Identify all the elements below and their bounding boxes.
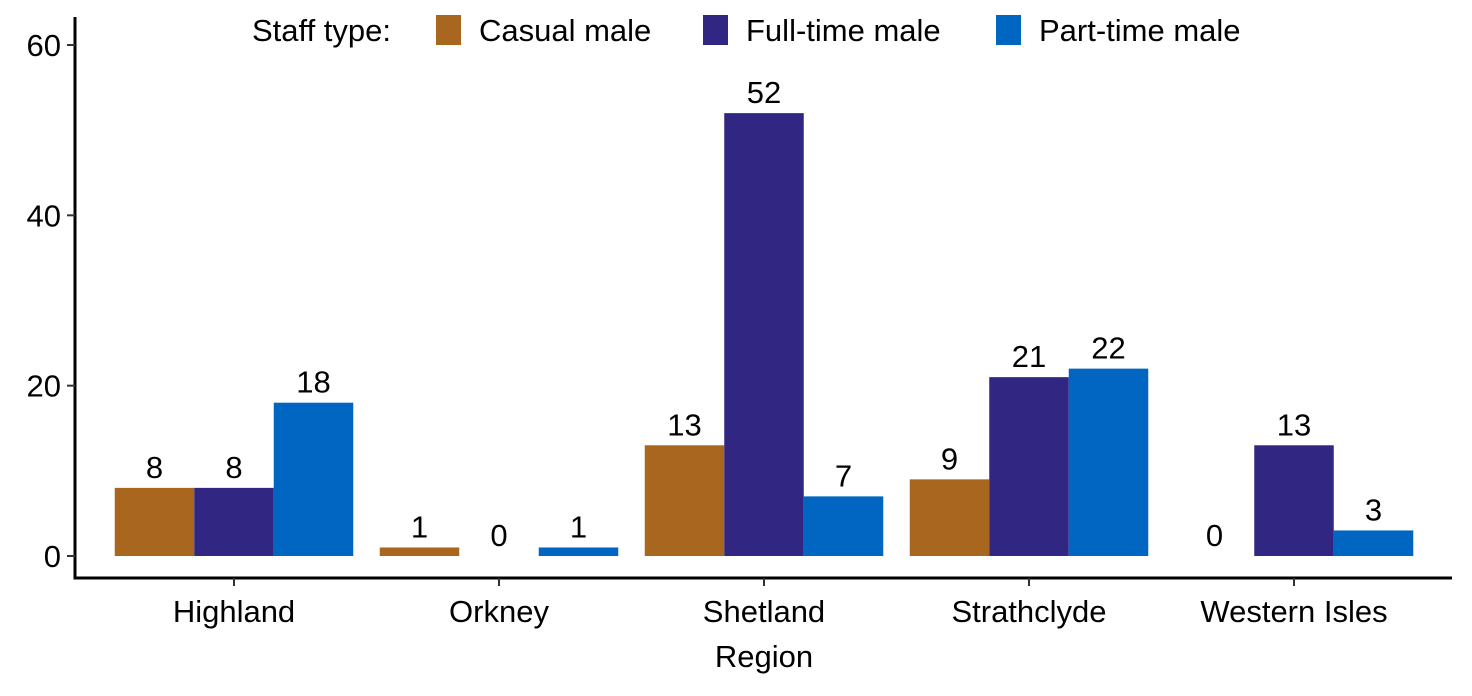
bar: [538, 547, 619, 556]
bar-value-label: 0: [490, 518, 507, 553]
bar-value-label: 9: [941, 441, 958, 476]
legend-label: Full-time male: [746, 13, 941, 48]
bar-value-label: 1: [570, 509, 587, 544]
bar: [194, 487, 274, 556]
bar-value-label: 7: [835, 458, 852, 493]
bar-labels: 8 1 13 9 0 8 0 52 21 13 18 1 7 22 3: [146, 75, 1382, 553]
y-tick-label: 0: [44, 539, 61, 574]
bar: [1068, 368, 1149, 556]
bar-value-label: 21: [1012, 339, 1046, 374]
bar: [909, 479, 990, 556]
x-tick-label: Strathclyde: [951, 594, 1106, 629]
x-tick-label: Orkney: [449, 594, 549, 629]
bar: [273, 402, 354, 556]
x-tick-label: Western Isles: [1200, 594, 1387, 629]
y-axis: 0 20 40 60: [27, 17, 77, 579]
x-tick-label: Shetland: [703, 594, 825, 629]
bar-value-label: 8: [146, 450, 163, 485]
bar: [1254, 445, 1334, 556]
y-tick-label: 60: [27, 28, 61, 63]
y-tick-label: 40: [27, 198, 61, 233]
bar-value-label: 0: [1206, 518, 1223, 553]
bar: [644, 445, 725, 556]
bar-value-label: 1: [411, 509, 428, 544]
legend-title: Staff type:: [252, 13, 391, 48]
bars: [114, 113, 1414, 556]
bar-value-label: 13: [667, 407, 701, 442]
legend-swatch: [996, 15, 1021, 45]
bar-value-label: 52: [747, 75, 781, 110]
bar: [1333, 530, 1414, 556]
bar-value-label: 18: [296, 365, 330, 400]
x-tick-label: Highland: [173, 594, 295, 629]
bar-value-label: 3: [1365, 492, 1382, 527]
bar: [114, 487, 195, 556]
x-axis-title: Region: [715, 639, 813, 674]
legend-label: Part-time male: [1039, 13, 1241, 48]
legend: Staff type: Casual male Full-time male Par…: [252, 13, 1241, 48]
bar: [724, 113, 804, 556]
y-tick-label: 20: [27, 369, 61, 404]
bar: [803, 496, 884, 556]
legend-label: Casual male: [479, 13, 651, 48]
legend-swatch: [703, 15, 728, 45]
bar-value-label: 22: [1091, 331, 1125, 366]
legend-swatch: [436, 15, 461, 45]
x-axis: Highland Orkney Shetland Strathclyde Western…: [73, 576, 1452, 629]
bar-value-label: 13: [1277, 407, 1311, 442]
bar: [379, 547, 460, 556]
bar-value-label: 8: [225, 450, 242, 485]
bar: [989, 377, 1069, 556]
